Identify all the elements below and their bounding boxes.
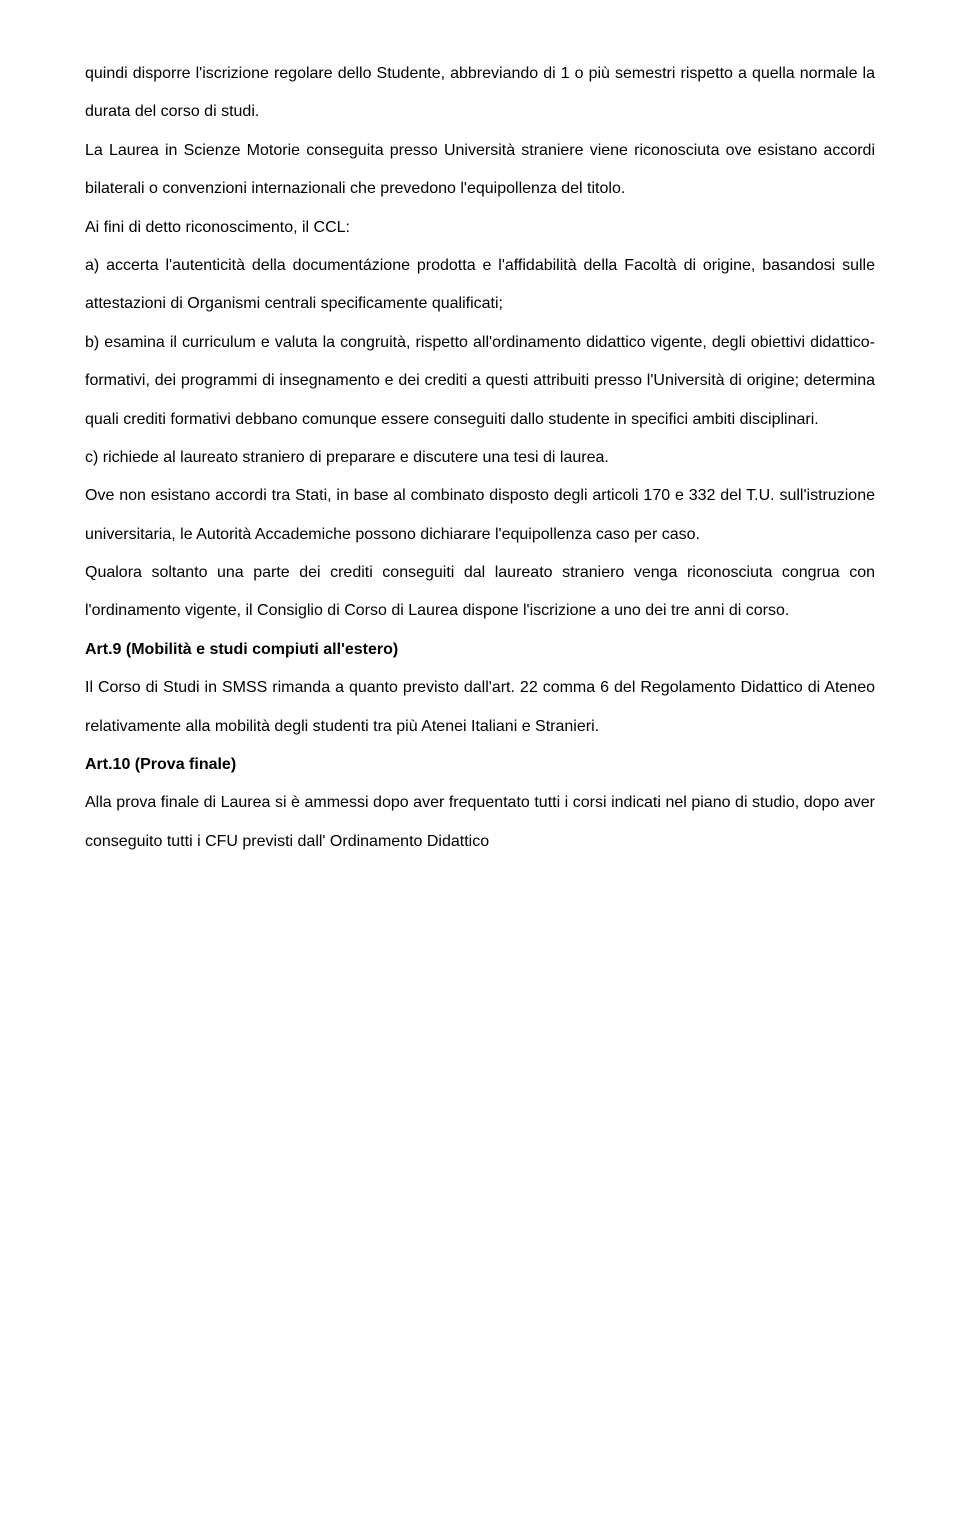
article-heading: Art.9 (Mobilità e studi compiuti all'est…	[85, 631, 875, 669]
paragraph: Ai fini di detto riconoscimento, il CCL:	[85, 209, 875, 247]
paragraph: c) richiede al laureato straniero di pre…	[85, 439, 875, 477]
paragraph: a) accerta l'autenticità della documentá…	[85, 247, 875, 324]
article-heading: Art.10 (Prova finale)	[85, 746, 875, 784]
paragraph: Qualora soltanto una parte dei crediti c…	[85, 554, 875, 631]
paragraph: b) esamina il curriculum e valuta la con…	[85, 324, 875, 439]
paragraph: Il Corso di Studi in SMSS rimanda a quan…	[85, 669, 875, 746]
paragraph: Ove non esistano accordi tra Stati, in b…	[85, 477, 875, 554]
paragraph: quindi disporre l'iscrizione regolare de…	[85, 55, 875, 132]
paragraph: Alla prova finale di Laurea si è ammessi…	[85, 784, 875, 861]
paragraph: La Laurea in Scienze Motorie conseguita …	[85, 132, 875, 209]
